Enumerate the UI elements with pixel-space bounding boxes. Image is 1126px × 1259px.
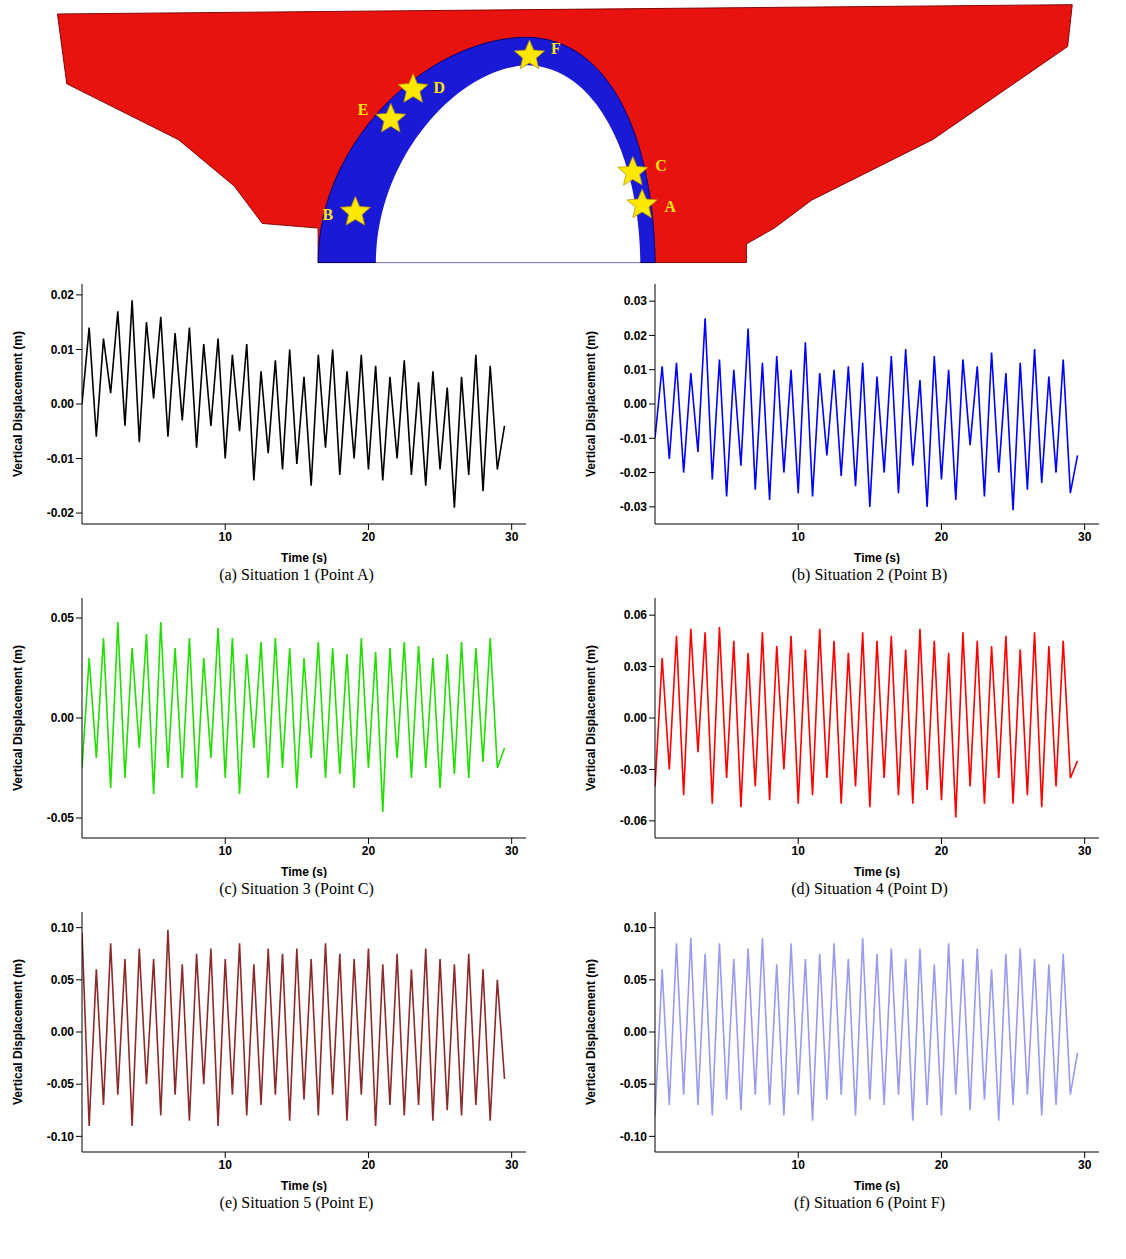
svg-text:10: 10 — [792, 1158, 806, 1172]
svg-text:20: 20 — [362, 844, 376, 858]
svg-text:Time (s): Time (s) — [854, 865, 900, 878]
svg-text:0.00: 0.00 — [51, 1025, 75, 1039]
svg-text:20: 20 — [935, 530, 949, 544]
svg-text:10: 10 — [792, 530, 806, 544]
svg-text:10: 10 — [219, 1158, 233, 1172]
html-text:(c) Situation 3 (Point C): (c) Situation 3 (Point C) — [219, 880, 374, 897]
svg-text:-0.03: -0.03 — [620, 500, 648, 514]
svg-text:Vertical Displacement (m): Vertical Displacement (m) — [11, 645, 25, 791]
svg-text:0.03: 0.03 — [624, 294, 648, 308]
svg-text:0.06: 0.06 — [624, 608, 648, 622]
svg-text:10: 10 — [219, 844, 233, 858]
svg-text:10: 10 — [219, 530, 233, 544]
svg-text:10: 10 — [792, 844, 806, 858]
svg-text:Vertical Displacement (m): Vertical Displacement (m) — [11, 959, 25, 1105]
svg-text:Time (s): Time (s) — [281, 1179, 327, 1192]
html-text:(a) Situation 1 (Point A): (a) Situation 1 (Point A) — [219, 566, 374, 583]
svg-text:20: 20 — [362, 530, 376, 544]
svg-text:Time (s): Time (s) — [281, 865, 327, 878]
svg-text:20: 20 — [362, 1158, 376, 1172]
svg-text:-0.05: -0.05 — [47, 1077, 75, 1091]
svg-text:A: A — [664, 198, 676, 215]
svg-text:30: 30 — [1078, 1158, 1092, 1172]
svg-text:-0.05: -0.05 — [620, 1077, 648, 1091]
svg-text:-0.10: -0.10 — [620, 1130, 648, 1144]
svg-text:Vertical Displacement (m): Vertical Displacement (m) — [584, 959, 598, 1105]
svg-text:-0.02: -0.02 — [47, 506, 75, 520]
html-text:(e) Situation 5 (Point E): (e) Situation 5 (Point E) — [219, 1194, 374, 1211]
svg-text:D: D — [434, 79, 445, 96]
svg-text:-0.01: -0.01 — [620, 432, 648, 446]
svg-text:Vertical Displacement (m): Vertical Displacement (m) — [584, 645, 598, 791]
svg-text:-0.01: -0.01 — [47, 452, 75, 466]
svg-text:Vertical Displacement (m): Vertical Displacement (m) — [584, 331, 598, 477]
svg-text:-0.10: -0.10 — [47, 1130, 75, 1144]
svg-text:0.05: 0.05 — [624, 973, 648, 987]
svg-text:0.00: 0.00 — [624, 1025, 648, 1039]
svg-text:20: 20 — [935, 844, 949, 858]
svg-text:0.02: 0.02 — [51, 288, 75, 302]
html-text:(b) Situation 2 (Point B): (b) Situation 2 (Point B) — [791, 566, 948, 583]
svg-text:0.05: 0.05 — [51, 973, 75, 987]
svg-text:Vertical Displacement (m): Vertical Displacement (m) — [11, 331, 25, 477]
svg-text:0.00: 0.00 — [51, 711, 75, 725]
svg-text:F: F — [551, 40, 561, 57]
svg-text:30: 30 — [505, 530, 519, 544]
svg-text:Time (s): Time (s) — [854, 551, 900, 564]
html-text:(d) Situation 4 (Point D): (d) Situation 4 (Point D) — [791, 880, 948, 897]
svg-text:30: 30 — [1078, 530, 1092, 544]
svg-text:C: C — [655, 157, 666, 174]
svg-text:Time (s): Time (s) — [854, 1179, 900, 1192]
svg-text:30: 30 — [505, 844, 519, 858]
svg-text:30: 30 — [505, 1158, 519, 1172]
svg-text:-0.02: -0.02 — [620, 466, 648, 480]
svg-text:0.00: 0.00 — [624, 397, 648, 411]
svg-text:0.00: 0.00 — [51, 397, 75, 411]
svg-text:20: 20 — [935, 1158, 949, 1172]
svg-text:0.00: 0.00 — [624, 711, 648, 725]
svg-text:0.10: 0.10 — [624, 921, 648, 935]
svg-text:Time (s): Time (s) — [281, 551, 327, 564]
svg-text:0.02: 0.02 — [624, 329, 648, 343]
svg-text:-0.06: -0.06 — [620, 814, 648, 828]
svg-text:-0.05: -0.05 — [47, 811, 75, 825]
svg-text:-0.03: -0.03 — [620, 763, 648, 777]
svg-text:0.01: 0.01 — [51, 343, 75, 357]
svg-text:0.03: 0.03 — [624, 660, 648, 674]
svg-text:0.10: 0.10 — [51, 921, 75, 935]
svg-text:30: 30 — [1078, 844, 1092, 858]
svg-text:0.05: 0.05 — [51, 611, 75, 625]
html-text:(f) Situation 6 (Point F): (f) Situation 6 (Point F) — [793, 1194, 945, 1211]
svg-text:E: E — [358, 101, 369, 118]
svg-text:0.01: 0.01 — [624, 363, 648, 377]
svg-text:B: B — [322, 206, 333, 223]
